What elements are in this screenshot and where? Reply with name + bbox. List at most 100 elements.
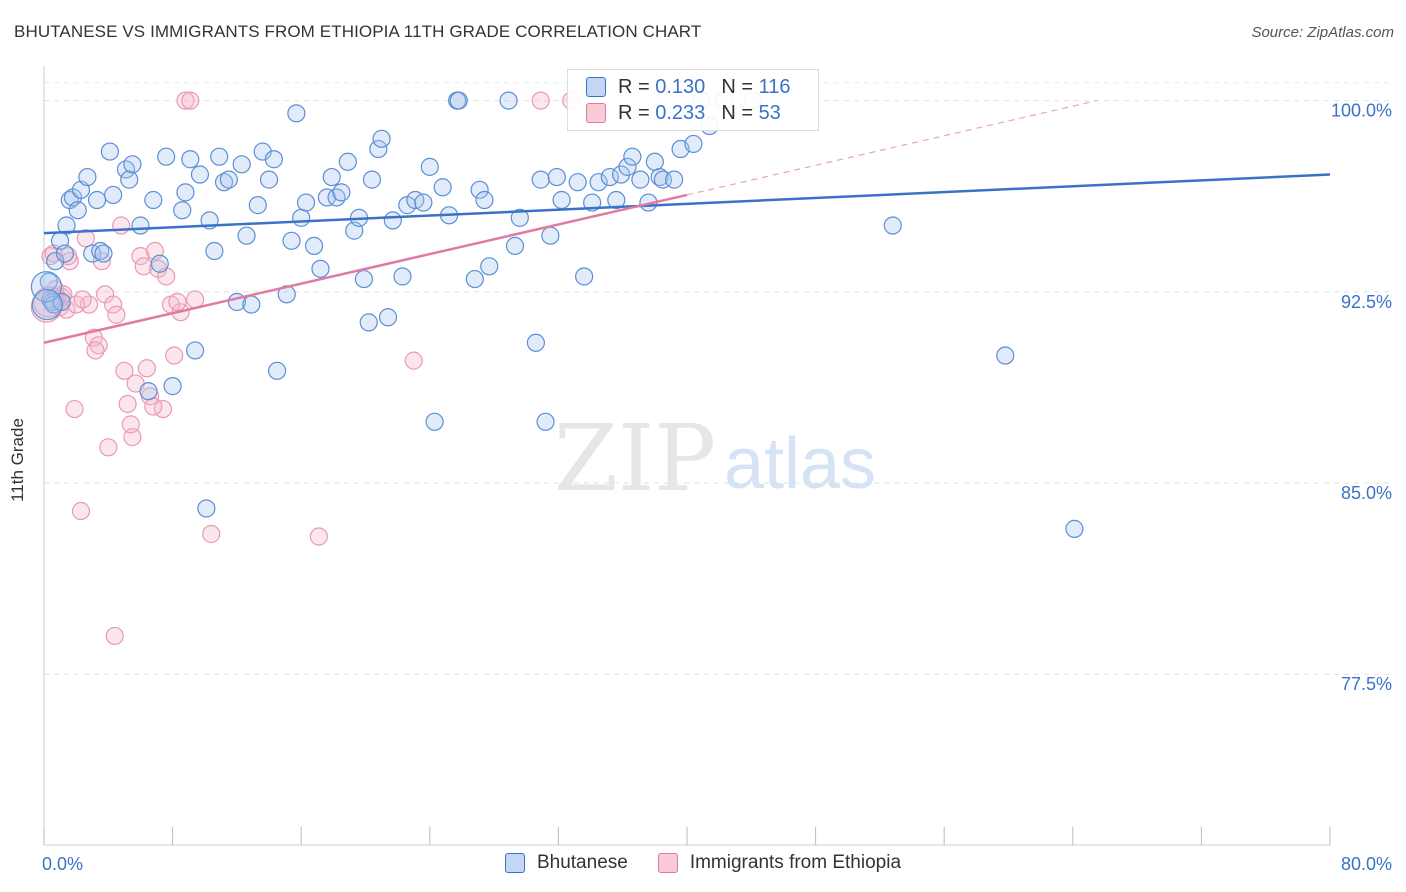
y-tick-label: 100.0%	[1331, 101, 1392, 121]
point-bhutanese	[296, 193, 316, 212]
point-bhutanese	[526, 333, 545, 352]
series-legend: Bhutanese Immigrants from Ethiopia	[0, 852, 1406, 874]
point-bhutanese	[87, 190, 107, 210]
watermark-zip: ZIP	[554, 405, 716, 512]
point-bhutanese-large	[31, 288, 63, 321]
point-ethiopia	[121, 415, 140, 434]
legend-row-ethiopia: R = 0.233 N = 53	[586, 100, 781, 126]
point-bhutanese	[104, 185, 123, 205]
point-bhutanese	[378, 308, 398, 327]
point-bhutanese	[181, 150, 200, 169]
legend-r-value: 0.233	[655, 101, 706, 124]
point-bhutanese	[267, 361, 287, 380]
point-bhutanese	[327, 188, 346, 207]
point-bhutanese	[120, 170, 139, 189]
point-ethiopia	[165, 346, 184, 365]
point-bhutanese	[311, 259, 330, 278]
point-bhutanese	[150, 254, 169, 273]
point-bhutanese	[176, 183, 195, 202]
point-bhutanese	[465, 269, 484, 289]
point-ethiopia	[118, 394, 137, 414]
point-bhutanese	[57, 216, 76, 235]
series-legend-label-ethiopia: Immigrants from Ethiopia	[689, 852, 902, 873]
legend-n-value: 53	[758, 101, 781, 124]
point-bhutanese	[531, 170, 550, 189]
point-bhutanese	[237, 226, 256, 245]
series-ethiopia-points	[30, 91, 581, 646]
trend-line-ethiopia	[43, 193, 688, 344]
point-ethiopia	[309, 527, 328, 546]
point-bhutanese	[46, 252, 65, 271]
point-bhutanese	[131, 216, 150, 235]
point-bhutanese	[292, 208, 311, 227]
point-bhutanese	[568, 173, 587, 192]
point-ethiopia	[86, 341, 105, 360]
legend-row-bhutanese: R = 0.130 N = 116	[586, 74, 790, 100]
point-bhutanese	[650, 167, 669, 187]
point-bhutanese	[393, 267, 412, 286]
point-ethiopia	[168, 292, 187, 312]
point-ethiopia	[115, 361, 134, 380]
point-ethiopia	[176, 91, 195, 110]
trend-line-ethiopia-extension	[686, 100, 1098, 196]
point-ethiopia	[137, 359, 156, 378]
point-bhutanese	[157, 147, 176, 166]
point-bhutanese	[665, 170, 684, 189]
point-bhutanese	[480, 257, 499, 276]
trend-line-bhutanese	[43, 173, 1331, 235]
point-bhutanese	[354, 269, 373, 289]
point-ethiopia	[181, 91, 200, 110]
point-ethiopia	[104, 295, 123, 314]
point-bhutanese	[505, 236, 525, 256]
point-bhutanese	[55, 244, 74, 263]
point-bhutanese	[139, 382, 158, 401]
legend-r-label: R =	[618, 75, 650, 98]
x-tick-label-max: 80.0%	[1341, 854, 1392, 874]
legend-n-label: N =	[721, 75, 753, 98]
y-tick-label: 92.5%	[1341, 292, 1392, 312]
point-bhutanese	[547, 167, 566, 187]
point-bhutanese	[322, 167, 341, 187]
point-bhutanese	[449, 91, 468, 110]
point-bhutanese	[186, 341, 205, 360]
point-bhutanese	[883, 216, 902, 235]
point-ethiopia	[531, 91, 550, 110]
point-ethiopia	[112, 216, 131, 235]
point-bhutanese	[100, 142, 120, 161]
point-ethiopia	[41, 247, 60, 266]
legend-n-value: 116	[758, 75, 791, 98]
watermark-atlas: atlas	[724, 424, 876, 504]
series-legend-bhutanese[interactable]: Bhutanese	[504, 852, 628, 874]
point-ethiopia	[71, 501, 91, 521]
watermark: ZIP atlas	[554, 405, 876, 512]
point-bhutanese	[369, 139, 388, 159]
point-bhutanese	[684, 134, 703, 154]
legend-swatch-bhutanese	[586, 77, 606, 97]
chart-title: BHUTANESE VS IMMIGRANTS FROM ETHIOPIA 11…	[14, 22, 702, 41]
point-bhutanese	[210, 147, 229, 166]
legend-r-label: R =	[618, 101, 650, 124]
point-bhutanese	[552, 190, 571, 210]
point-ethiopia	[65, 399, 84, 419]
point-bhutanese	[197, 499, 216, 518]
series-bhutanese-points	[30, 91, 1084, 538]
point-ethiopia	[89, 336, 108, 355]
point-bhutanese	[68, 201, 87, 220]
point-bhutanese	[205, 241, 224, 261]
point-bhutanese	[219, 170, 238, 189]
point-bhutanese	[248, 196, 267, 215]
point-bhutanese	[996, 346, 1015, 365]
point-bhutanese	[304, 236, 324, 256]
x-tick-label-min: 0.0%	[42, 854, 83, 874]
point-bhutanese	[1065, 519, 1084, 538]
point-bhutanese	[332, 183, 351, 202]
point-ethiopia	[107, 305, 126, 324]
correlation-legend: R = 0.130 N = 116 R = 0.233 N = 53	[567, 69, 819, 131]
tick-labels: 77.5% 85.0% 92.5% 100.0% 0.0% 80.0%	[42, 101, 1392, 874]
point-bhutanese	[338, 152, 357, 171]
point-bhutanese	[259, 170, 279, 189]
point-bhutanese	[607, 190, 626, 210]
series-legend-ethiopia[interactable]: Immigrants from Ethiopia	[657, 852, 902, 874]
point-bhutanese	[173, 201, 192, 220]
